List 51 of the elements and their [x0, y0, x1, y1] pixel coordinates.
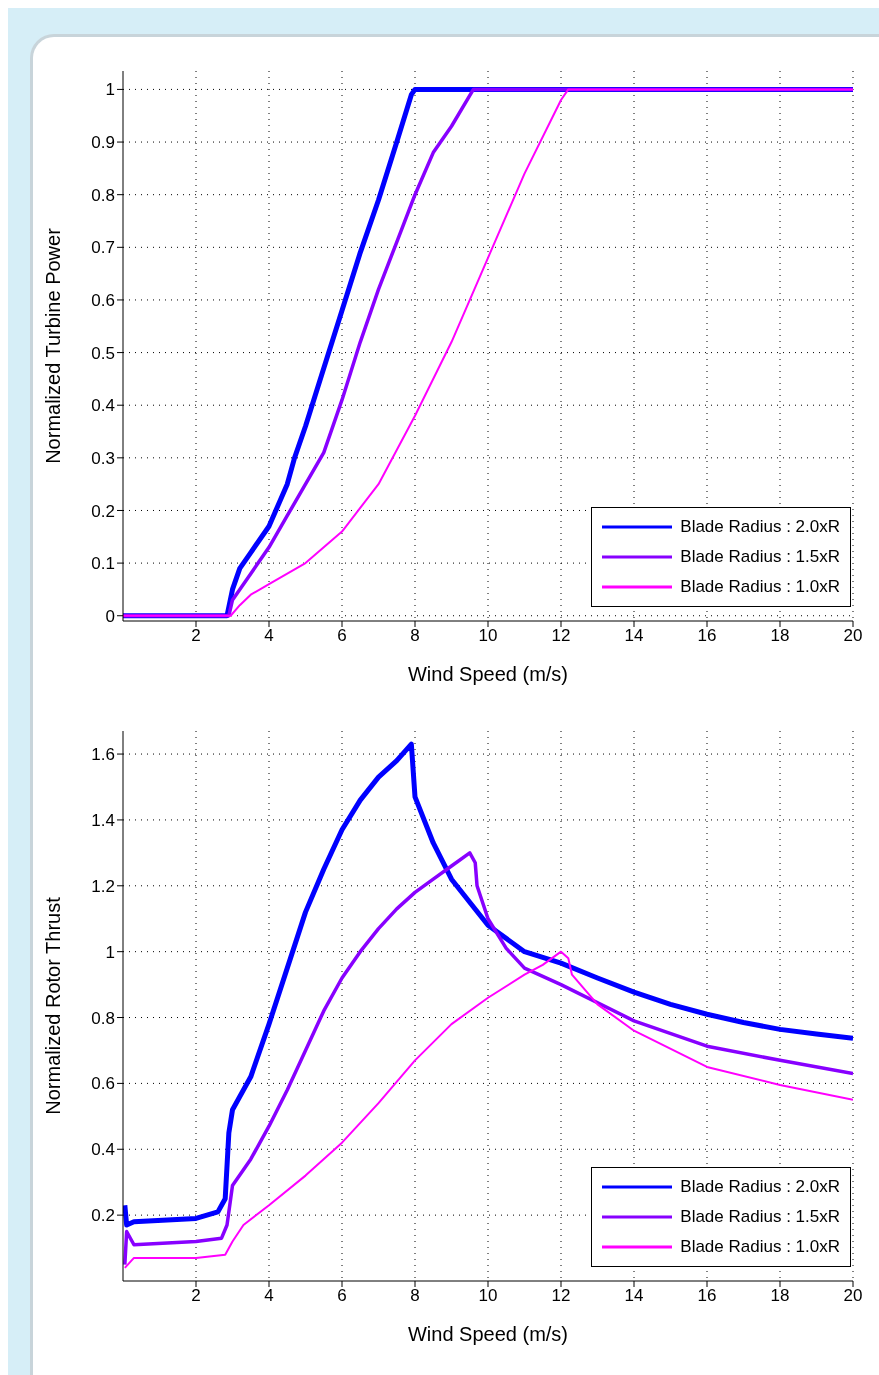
y-tick-label: 0.7 — [91, 238, 115, 258]
x-tick-label: 14 — [624, 1286, 644, 1306]
x-tick-label: 6 — [337, 626, 347, 646]
y-tick-label: 0.3 — [91, 448, 115, 468]
y-tick-label: 0.8 — [91, 185, 115, 205]
y-tick-label: 0 — [105, 606, 115, 626]
x-tick-label: 16 — [697, 1286, 717, 1306]
x-tick-label: 10 — [478, 1286, 498, 1306]
y-tick-label: 1 — [105, 942, 115, 962]
y-tick-label: 0.8 — [91, 1008, 115, 1028]
x-tick-label: 20 — [843, 1286, 863, 1306]
y-axis-title: Normalized Turbine Power — [42, 227, 65, 464]
y-tick-label: 1.4 — [91, 810, 115, 830]
y-tick-label: 0.2 — [91, 501, 115, 521]
y-tick-label: 0.4 — [91, 396, 115, 416]
line-series — [123, 950, 853, 1269]
y-tick-label: 1.2 — [91, 876, 115, 896]
y-tick-label: 0.1 — [91, 554, 115, 574]
x-tick-label: 8 — [410, 1286, 420, 1306]
y-tick-label: 0.6 — [91, 290, 115, 310]
x-tick-label: 10 — [478, 626, 498, 646]
x-tick-label: 8 — [410, 626, 420, 646]
x-tick-label: 18 — [770, 626, 790, 646]
y-tick-label: 1 — [105, 80, 115, 100]
legend-label: Blade Radius : 2.0xR — [680, 517, 840, 537]
y-tick-label: 0.6 — [91, 1074, 115, 1094]
x-tick-label: 4 — [264, 626, 274, 646]
x-tick-label: 16 — [697, 626, 717, 646]
legend-label: Blade Radius : 1.0xR — [680, 1237, 840, 1257]
y-tick-label: 0.2 — [91, 1206, 115, 1226]
y-tick-label: 0.5 — [91, 343, 115, 363]
legend-label: Blade Radius : 1.5xR — [680, 547, 840, 567]
x-tick-label: 20 — [843, 626, 863, 646]
x-axis-title: Wind Speed (m/s) — [407, 1323, 569, 1345]
x-tick-label: 2 — [191, 626, 201, 646]
y-axis-title: Normalized Rotor Thrust — [42, 896, 65, 1115]
legend-label: Blade Radius : 1.5xR — [680, 1207, 840, 1227]
y-tick-label: 0.9 — [91, 133, 115, 153]
line-series — [123, 851, 853, 1267]
x-tick-label: 12 — [551, 1286, 571, 1306]
legend-label: Blade Radius : 2.0xR — [680, 1177, 840, 1197]
x-tick-label: 18 — [770, 1286, 790, 1306]
x-tick-label: 12 — [551, 626, 571, 646]
legend-label: Blade Radius : 1.0xR — [680, 577, 840, 597]
x-tick-label: 4 — [264, 1286, 274, 1306]
x-tick-label: 6 — [337, 1286, 347, 1306]
x-tick-label: 14 — [624, 626, 644, 646]
x-axis-title: Wind Speed (m/s) — [407, 663, 569, 685]
x-tick-label: 2 — [191, 1286, 201, 1306]
y-tick-label: 0.4 — [91, 1140, 115, 1160]
y-tick-label: 1.6 — [91, 745, 115, 765]
